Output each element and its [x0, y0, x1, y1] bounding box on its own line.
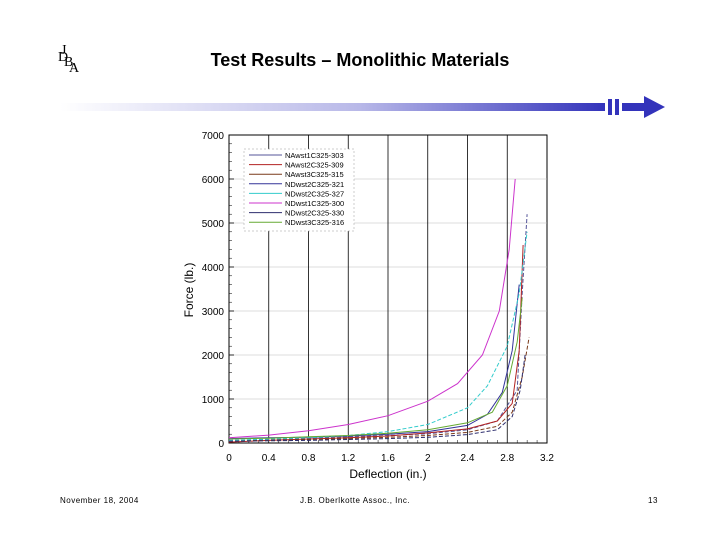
banner-bar-1	[608, 99, 612, 115]
series-line-6	[228, 178, 516, 439]
y-tick-label: 6000	[202, 175, 225, 186]
slide-title: Test Results – Monolithic Materials	[210, 50, 510, 70]
series-line-5	[228, 231, 528, 441]
y-tick-label: 3000	[202, 307, 225, 318]
y-tick-label: 1000	[202, 395, 225, 406]
x-tick-label: 0	[226, 453, 232, 464]
series-line-8	[228, 297, 523, 440]
x-tick-label: 0.8	[302, 453, 316, 464]
x-axis-label: Deflection (in.)	[349, 467, 426, 481]
legend-label-6: NDwst1C325-300	[285, 199, 344, 208]
legend-label-3: NAwst3C325-315	[285, 170, 344, 179]
x-tick-label: 1.2	[341, 453, 355, 464]
series-line-7	[228, 354, 526, 442]
legend-label-4: NDwst2C325-321	[285, 180, 344, 189]
legend-label-2: NAwst2C325-309	[285, 161, 344, 170]
logo-letter-a: A	[69, 61, 80, 76]
logo-letter-b: B	[64, 55, 74, 70]
legend-label-8: NDwst3C325-316	[285, 218, 344, 227]
legend-label-7: NDwst2C325-330	[285, 209, 344, 218]
legend-label-5: NDwst2C325-327	[285, 189, 344, 198]
y-tick-label: 0	[218, 439, 224, 450]
x-tick-label: 2	[425, 453, 431, 464]
banner-arrow-icon	[644, 96, 665, 118]
x-tick-label: 3.2	[540, 453, 554, 464]
footer-page-number: 13	[648, 496, 658, 505]
y-tick-label: 2000	[202, 351, 225, 362]
x-tick-labels: 0 0.4 0.8 1.2 1.6 2 2.4 2.8 3.2	[226, 453, 554, 464]
footer-company: J.B. Oberlkotte Assoc., Inc.	[300, 496, 411, 505]
y-axis-label: Force (lb.)	[182, 263, 196, 318]
y-tick-label: 7000	[202, 131, 225, 142]
logo-letter-d: D	[58, 50, 69, 65]
banner-bar-2	[615, 99, 619, 115]
legend-label-1: NAwst1C325-303	[285, 151, 344, 160]
title-underline-banner	[60, 96, 665, 118]
x-tick-label: 0.4	[262, 453, 276, 464]
y-tick-labels: 0 1000 2000 3000 4000 5000 6000 7000	[202, 131, 225, 450]
x-tick-label: 2.8	[500, 453, 514, 464]
legend-layer: NAwst1C325-303NAwst2C325-309NAwst3C325-3…	[249, 151, 344, 227]
logo-letter-j: J	[61, 43, 67, 58]
footer-date: November 18, 2004	[60, 496, 139, 505]
x-tick-label: 2.4	[461, 453, 475, 464]
legend-box	[243, 148, 355, 232]
y-tick-label: 5000	[202, 219, 225, 230]
x-tick-label: 1.6	[381, 453, 395, 464]
series-line-3	[228, 337, 530, 442]
y-tick-label: 4000	[202, 263, 225, 274]
company-logo: J D B A	[58, 44, 88, 78]
series-layer	[228, 178, 530, 443]
